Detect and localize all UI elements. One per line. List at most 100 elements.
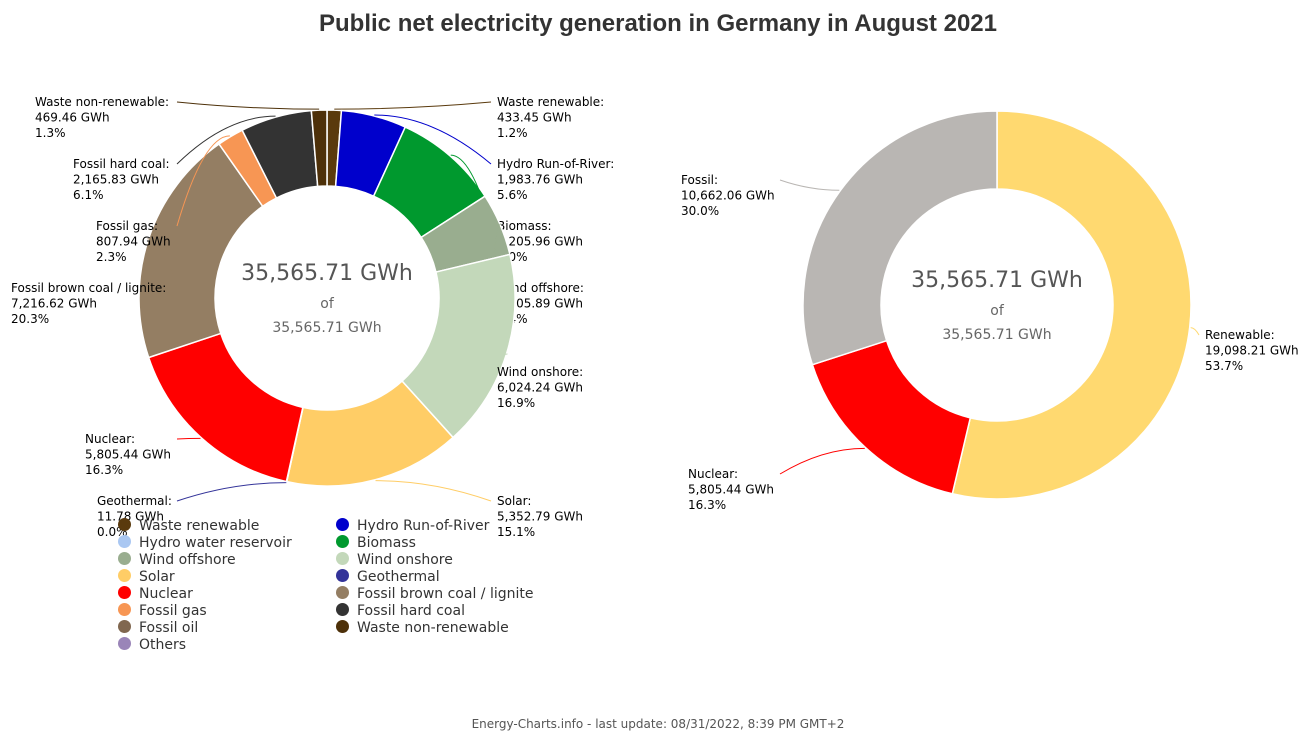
connector-renewable	[1190, 327, 1200, 336]
slice-nuclear[interactable]	[147, 332, 304, 483]
legend-label: Waste non-renewable	[357, 620, 509, 636]
label-geothermal-value: 11.78 GWh	[97, 510, 164, 524]
label-fossil-name: Fossil:	[681, 173, 718, 187]
legend-item-geothermal[interactable]: Geothermal	[336, 569, 440, 586]
label-hydro-run-of-river-percent: 5.6%	[497, 188, 528, 202]
label-nuclear-name: Nuclear:	[85, 432, 135, 446]
label-fossil-brown-coal-lignite-name: Fossil brown coal / lignite:	[11, 281, 166, 295]
connector-fossil-gas	[176, 135, 230, 227]
legend-label: Fossil brown coal / lignite	[357, 586, 534, 602]
slice-fossil-brown-coal-lignite[interactable]	[138, 143, 264, 359]
legend-label: Fossil oil	[139, 620, 199, 636]
legend-label: Fossil gas	[139, 603, 207, 619]
label-solar-name: Solar:	[497, 494, 531, 508]
connector-geothermal	[176, 482, 287, 502]
label-waste-non-renewable-percent: 1.3%	[35, 126, 66, 140]
label-fossil-hard-coal-value: 2,165.83 GWh	[73, 173, 159, 187]
legend-marker-icon	[336, 518, 349, 531]
label-renewable-name: Renewable:	[1205, 328, 1275, 342]
legend-label: Nuclear	[139, 586, 193, 602]
legend-marker-icon	[118, 620, 131, 633]
legend-marker-icon	[336, 620, 349, 633]
label-wind-onshore-value: 6,024.24 GWh	[497, 381, 583, 395]
center-value: 35,565.71 GWh	[241, 261, 413, 286]
legend-marker-icon	[336, 535, 349, 548]
connector-waste-renewable	[334, 101, 492, 110]
label-nuclear-value: 5,805.44 GWh	[85, 448, 171, 462]
legend-label: Biomass	[357, 535, 416, 551]
center-total: 35,565.71 GWh	[942, 327, 1051, 343]
label-fossil-hard-coal-name: Fossil hard coal:	[73, 157, 170, 171]
legend-item-others[interactable]: Others	[118, 637, 186, 654]
label-fossil-gas-name: Fossil gas:	[96, 219, 158, 233]
legend-label: Wind onshore	[357, 552, 453, 568]
legend-label: Hydro water reservoir	[139, 535, 292, 551]
legend-item-hydro-water-reservoir[interactable]: Hydro water reservoir	[118, 535, 292, 552]
legend-label: Wind offshore	[139, 552, 236, 568]
center-of: of	[990, 303, 1005, 319]
legend-item-fossil-gas[interactable]: Fossil gas	[118, 603, 207, 620]
legend-marker-icon	[118, 535, 131, 548]
slice-renewable[interactable]	[951, 110, 1192, 500]
label-renewable-percent: 53.7%	[1205, 359, 1243, 373]
label-wind-offshore-name: Wind offshore:	[497, 281, 584, 295]
legend-marker-icon	[336, 586, 349, 599]
label-fossil-brown-coal-lignite-value: 7,216.62 GWh	[11, 297, 97, 311]
legend-item-fossil-hard-coal[interactable]: Fossil hard coal	[336, 603, 465, 620]
legend-marker-icon	[118, 518, 131, 531]
connector-nuclear	[779, 447, 865, 475]
label-wind-onshore-name: Wind onshore:	[497, 365, 583, 379]
connector-fossil-brown-coal-lignite	[147, 238, 178, 289]
label-fossil-hard-coal-percent: 6.1%	[73, 188, 104, 202]
legend-item-waste-renewable[interactable]: Waste renewable	[118, 518, 259, 535]
legend-item-waste-non-renewable[interactable]: Waste non-renewable	[336, 620, 509, 637]
legend-marker-icon	[336, 603, 349, 616]
label-solar-percent: 15.1%	[497, 525, 535, 539]
legend-label: Waste renewable	[139, 518, 260, 534]
center-value: 35,565.71 GWh	[911, 268, 1083, 293]
connector-solar	[375, 480, 492, 502]
label-wind-offshore-value: 1,905.89 GWh	[497, 297, 583, 311]
slice-fossil[interactable]	[802, 110, 998, 366]
legend-marker-icon	[118, 603, 131, 616]
legend-item-wind-onshore[interactable]: Wind onshore	[336, 552, 453, 569]
legend-marker-icon	[118, 586, 131, 599]
label-nuclear-percent: 16.3%	[688, 498, 726, 512]
legend-item-fossil-oil[interactable]: Fossil oil	[118, 620, 198, 637]
label-waste-non-renewable-value: 469.46 GWh	[35, 111, 110, 125]
connector-wind-onshore	[490, 353, 508, 373]
connector-hydro-run-of-river	[374, 114, 492, 165]
connector-nuclear	[176, 437, 201, 440]
label-renewable-value: 19,098.21 GWh	[1205, 344, 1299, 358]
label-wind-onshore-percent: 16.9%	[497, 396, 535, 410]
label-waste-renewable-percent: 1.2%	[497, 126, 528, 140]
legend-item-hydro-run-of-river[interactable]: Hydro Run-of-River	[336, 518, 489, 535]
connector-waste-non-renewable	[176, 101, 320, 110]
legend-item-solar[interactable]: Solar	[118, 569, 175, 586]
legend-marker-icon	[118, 569, 131, 582]
legend-marker-icon	[336, 569, 349, 582]
legend-label: Solar	[139, 569, 175, 585]
label-fossil-percent: 30.0%	[681, 204, 719, 218]
legend-marker-icon	[118, 637, 131, 650]
label-waste-non-renewable-name: Waste non-renewable:	[35, 95, 169, 109]
label-biomass-value: 3,205.96 GWh	[497, 235, 583, 249]
legend-item-biomass[interactable]: Biomass	[336, 535, 416, 552]
slice-nuclear[interactable]	[811, 339, 972, 495]
label-geothermal-name: Geothermal:	[97, 494, 172, 508]
label-waste-renewable-name: Waste renewable:	[497, 95, 604, 109]
legend-item-nuclear[interactable]: Nuclear	[118, 586, 193, 603]
label-fossil-gas-value: 807.94 GWh	[96, 235, 171, 249]
label-nuclear-percent: 16.3%	[85, 463, 123, 477]
center-of: of	[320, 296, 335, 312]
legend-item-wind-offshore[interactable]: Wind offshore	[118, 552, 236, 569]
label-fossil-brown-coal-lignite-percent: 20.3%	[11, 312, 49, 326]
slice-waste-non-renewable[interactable]	[310, 109, 328, 188]
label-solar-value: 5,352.79 GWh	[497, 510, 583, 524]
legend-marker-icon	[118, 552, 131, 565]
legend-item-fossil-brown-coal-lignite[interactable]: Fossil brown coal / lignite	[336, 586, 534, 603]
label-hydro-run-of-river-value: 1,983.76 GWh	[497, 173, 583, 187]
label-waste-renewable-value: 433.45 GWh	[497, 111, 572, 125]
label-biomass-name: Biomass:	[497, 219, 552, 233]
